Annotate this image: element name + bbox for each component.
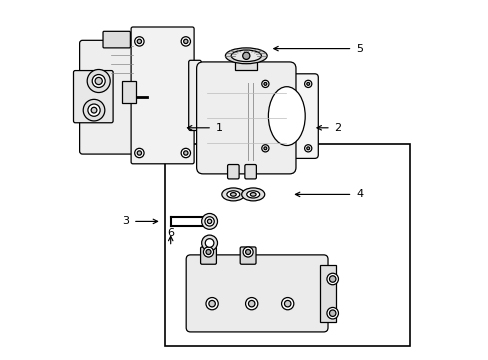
Circle shape <box>205 239 213 247</box>
FancyBboxPatch shape <box>244 165 256 179</box>
Ellipse shape <box>83 99 104 121</box>
Bar <box>122 81 136 103</box>
Ellipse shape <box>250 193 256 196</box>
Circle shape <box>306 147 309 150</box>
Circle shape <box>134 37 144 46</box>
Circle shape <box>95 77 102 85</box>
Circle shape <box>281 297 293 310</box>
Circle shape <box>261 80 268 87</box>
Ellipse shape <box>87 69 110 93</box>
Circle shape <box>205 249 211 255</box>
FancyBboxPatch shape <box>200 247 216 264</box>
Bar <box>235 56 257 70</box>
Bar <box>320 265 336 322</box>
FancyBboxPatch shape <box>255 74 318 158</box>
Ellipse shape <box>231 50 261 62</box>
FancyBboxPatch shape <box>196 62 295 174</box>
Circle shape <box>183 151 187 155</box>
FancyBboxPatch shape <box>73 71 113 123</box>
Ellipse shape <box>246 191 259 198</box>
Ellipse shape <box>226 191 239 198</box>
Circle shape <box>243 247 253 257</box>
Text: 6: 6 <box>167 228 174 238</box>
Ellipse shape <box>241 188 264 201</box>
Text: 4: 4 <box>355 189 363 199</box>
Bar <box>165 144 409 346</box>
Circle shape <box>326 307 338 319</box>
Circle shape <box>304 145 311 152</box>
Circle shape <box>304 80 311 87</box>
Ellipse shape <box>230 193 236 196</box>
Circle shape <box>205 297 218 310</box>
Circle shape <box>329 310 335 316</box>
Circle shape <box>88 104 100 116</box>
Circle shape <box>245 249 250 255</box>
Circle shape <box>181 37 190 46</box>
FancyBboxPatch shape <box>186 255 327 332</box>
Text: 5: 5 <box>355 44 363 54</box>
Circle shape <box>207 219 211 224</box>
Circle shape <box>208 300 215 307</box>
Circle shape <box>284 300 290 307</box>
Circle shape <box>329 276 335 282</box>
Ellipse shape <box>225 48 266 64</box>
Circle shape <box>203 247 213 257</box>
Circle shape <box>91 107 97 113</box>
Text: 2: 2 <box>334 123 341 133</box>
Circle shape <box>137 39 141 44</box>
Circle shape <box>245 297 257 310</box>
Text: 3: 3 <box>122 216 129 226</box>
Circle shape <box>261 145 268 152</box>
Circle shape <box>92 75 105 87</box>
FancyBboxPatch shape <box>80 40 153 154</box>
Circle shape <box>306 82 309 85</box>
Circle shape <box>264 82 266 85</box>
Circle shape <box>201 235 217 251</box>
Circle shape <box>264 147 266 150</box>
FancyBboxPatch shape <box>240 247 256 264</box>
Circle shape <box>248 300 254 307</box>
FancyBboxPatch shape <box>131 27 194 164</box>
Circle shape <box>204 217 214 226</box>
Circle shape <box>137 151 141 155</box>
Circle shape <box>242 52 249 59</box>
FancyBboxPatch shape <box>103 31 130 48</box>
Text: 1: 1 <box>215 123 222 133</box>
FancyBboxPatch shape <box>227 165 239 179</box>
Circle shape <box>181 148 190 158</box>
Circle shape <box>183 39 187 44</box>
Ellipse shape <box>268 87 305 145</box>
Ellipse shape <box>222 188 244 201</box>
Circle shape <box>326 273 338 285</box>
FancyBboxPatch shape <box>188 60 201 130</box>
Circle shape <box>201 213 217 229</box>
Circle shape <box>134 148 144 158</box>
